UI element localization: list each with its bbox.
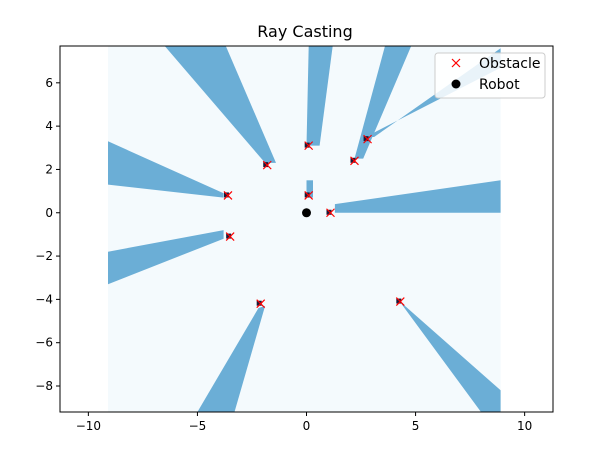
legend: Obstacle Robot — [434, 52, 546, 99]
occluded-region-8 — [197, 305, 266, 412]
occluded-region-1 — [164, 46, 276, 163]
occluded-region-3 — [354, 46, 412, 159]
legend-label-obstacle: Obstacle — [479, 56, 540, 72]
obstacle-cell-1 — [304, 142, 310, 148]
y-tick-label-5: 2 — [45, 162, 53, 176]
y-tick-label-6: 4 — [45, 119, 53, 133]
legend-marker-obstacle — [451, 58, 461, 68]
obstacle-cell-6 — [263, 162, 269, 168]
obstacle-marker-9 — [256, 299, 266, 309]
obstacle-marker-stroke-b — [304, 141, 314, 151]
robot-marker-1 — [302, 208, 311, 218]
free-space-region — [107, 46, 501, 412]
y-tick-label-1: −6 — [35, 336, 53, 350]
obstacle-cell-2 — [304, 192, 310, 198]
occupancy-grid — [107, 46, 501, 412]
x-axis: −10 −5 0 5 10 — [76, 412, 532, 433]
obstacle-cell-3 — [326, 209, 332, 215]
x-tick-label-3: 5 — [412, 419, 420, 433]
chart-title: Ray Casting — [257, 22, 352, 41]
obstacle-marker-stroke-b — [304, 191, 314, 200]
legend-box — [434, 52, 546, 99]
x-tick-label-4: 10 — [517, 419, 532, 433]
x-tick-label-2: 0 — [303, 419, 311, 433]
obstacle-cell-8 — [363, 136, 369, 142]
obstacle-marker-6 — [262, 160, 272, 170]
obstacle-marker-stroke-b — [262, 160, 272, 170]
obstacle-cell-5 — [226, 233, 232, 239]
obstacle-marker-10 — [395, 297, 405, 306]
y-tick-label-2: −4 — [35, 292, 53, 306]
data-markers — [223, 134, 405, 309]
y-axis: −8 −6 −4 −2 0 2 4 6 — [35, 76, 60, 393]
y-tick-label-4: 0 — [45, 206, 53, 220]
obstacle-cell-7 — [350, 157, 356, 163]
x-tick-label-1: −5 — [189, 419, 207, 433]
obstacle-marker-4 — [223, 191, 233, 200]
obstacle-marker-stroke-b — [395, 297, 405, 306]
legend-label-robot: Robot — [479, 77, 520, 93]
x-tick-label-0: −10 — [76, 419, 101, 433]
occluded-region-6 — [108, 141, 224, 198]
obstacle-marker-stroke-b — [363, 134, 373, 144]
legend-marker-robot — [451, 79, 461, 89]
obstacle-marker-8 — [363, 134, 373, 144]
obstacle-marker-stroke-b — [225, 232, 235, 242]
obstacle-marker-stroke-b — [350, 156, 359, 166]
obstacle-marker-stroke-b — [256, 299, 266, 309]
occluded-region-7 — [108, 230, 224, 285]
obstacle-marker-1 — [304, 141, 314, 151]
y-tick-label-7: 6 — [45, 76, 53, 90]
y-tick-label-0: −8 — [35, 379, 53, 393]
obstacle-marker-3 — [326, 208, 335, 218]
obstacle-marker-2 — [304, 191, 314, 200]
y-tick-label-3: −2 — [35, 249, 53, 263]
occluded-region-5 — [334, 180, 501, 213]
obstacle-marker-5 — [225, 232, 235, 242]
obstacle-marker-stroke-b — [223, 191, 233, 200]
occluded-region-2 — [306, 46, 333, 146]
occluded-region-9 — [398, 299, 501, 412]
obstacle-cell-10 — [396, 298, 402, 304]
obstacle-cell-9 — [256, 300, 262, 306]
obstacle-marker-stroke-b — [326, 208, 335, 218]
obstacle-cell-4 — [223, 192, 229, 198]
obstacle-marker-7 — [350, 156, 359, 166]
